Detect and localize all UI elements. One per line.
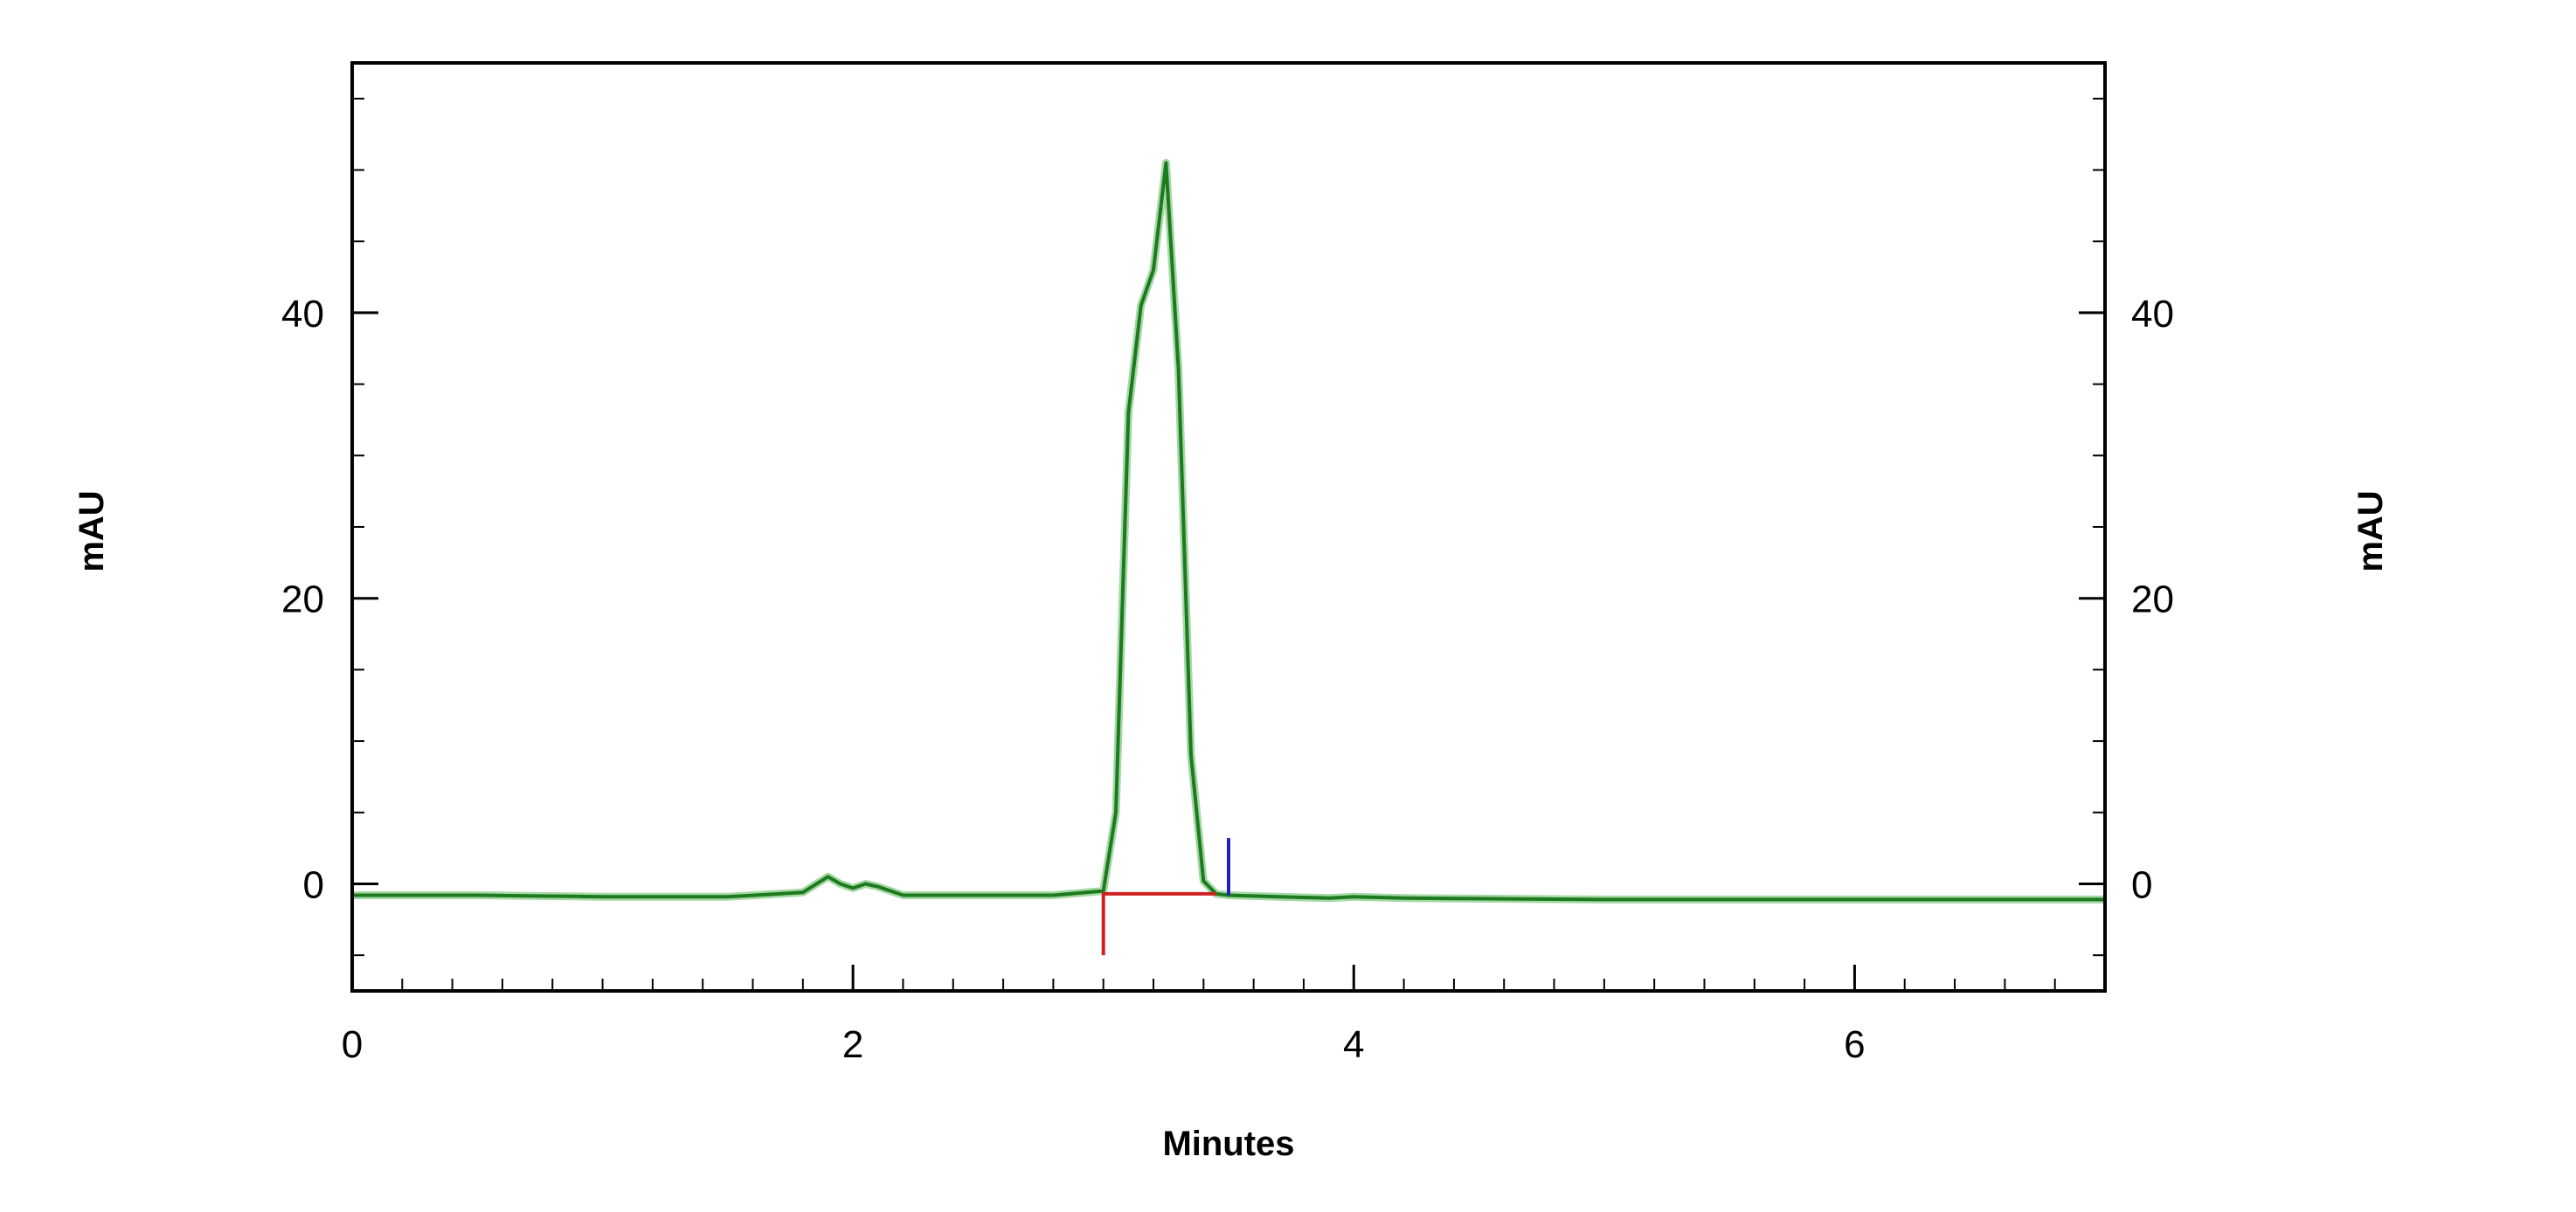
y-axis-title-right: mAU	[2351, 490, 2390, 571]
chromatogram-trace-halo	[352, 158, 2105, 904]
trace-layer	[352, 158, 2105, 904]
y-tick-label-right: 20	[2131, 578, 2174, 621]
chromatogram-trace	[352, 161, 2105, 902]
x-tick-label: 6	[1844, 1023, 1865, 1066]
y-tick-label-right: 40	[2131, 293, 2174, 336]
peak-marker-layer	[1101, 838, 1230, 956]
tick-label-layer: 0 2 4 6 0 0 20 20 40 40	[281, 293, 2174, 1066]
y-tick-label-left: 40	[281, 293, 324, 336]
x-tick-label: 0	[342, 1023, 363, 1066]
x-tick-label: 2	[842, 1023, 863, 1066]
y-tick-label-left: 20	[281, 578, 324, 621]
y-tick-label-right: 0	[2131, 863, 2152, 906]
tick-marks	[350, 97, 2106, 991]
plot-frame	[350, 61, 2107, 993]
x-axis-title: Minutes	[1162, 1125, 1294, 1163]
x-tick-label: 4	[1343, 1023, 1364, 1066]
y-axis-title-left: mAU	[73, 490, 111, 571]
y-tick-label-left: 0	[303, 863, 324, 906]
